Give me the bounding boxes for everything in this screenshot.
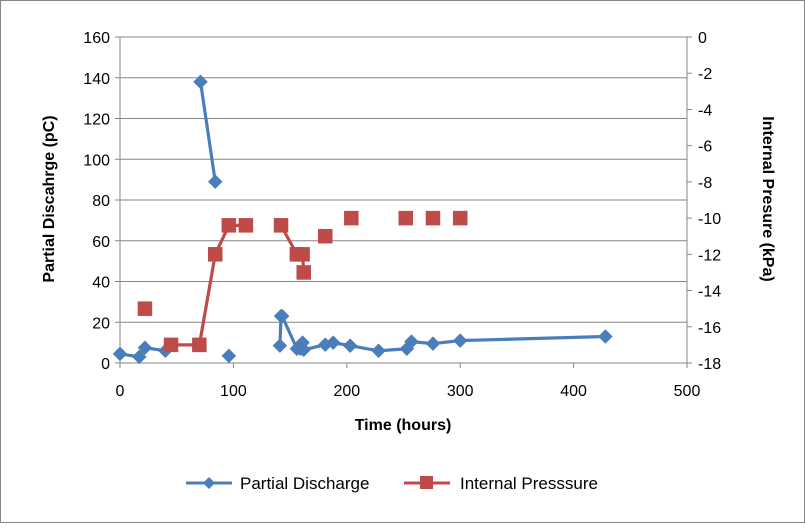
y2-tick-label: -18 [698, 356, 721, 373]
data-point-internal-pressure [221, 218, 237, 233]
data-point-partial-discharge [325, 335, 341, 350]
data-point-internal-pressure [137, 301, 153, 316]
series-markers [112, 74, 613, 365]
x-axis-title: Time (hours) [355, 417, 452, 434]
y-axis-title: Partial Discahrge (pC) [41, 115, 58, 282]
legend-marker-internal-pressure [420, 476, 433, 489]
data-point-partial-discharge [404, 334, 419, 349]
x-tick-label: 300 [447, 383, 474, 400]
y-tick-label: 120 [83, 112, 110, 129]
data-point-internal-pressure [273, 218, 289, 233]
data-point-partial-discharge [207, 174, 223, 190]
y2-axis-title: Internal Presure (kPa) [759, 116, 776, 281]
data-point-partial-discharge [452, 333, 468, 348]
legend-marker-partial-discharge [203, 477, 215, 489]
data-point-partial-discharge [296, 342, 312, 358]
y-tick-label: 100 [83, 152, 110, 169]
gridlines [120, 36, 687, 323]
x-tick-label: 500 [674, 383, 701, 400]
data-point-internal-pressure [192, 337, 207, 353]
y2-tick-label: -2 [698, 66, 712, 83]
y-tick-label: 80 [92, 193, 110, 210]
y2-tick-label: 0 [698, 30, 707, 47]
y2-tick-label: -10 [698, 211, 721, 228]
data-point-internal-pressure [238, 218, 254, 233]
series-line-partial-discharge [119, 346, 166, 359]
legend-label-partial-discharge: Partial Discharge [240, 474, 369, 493]
y-tick-label: 160 [83, 30, 110, 47]
data-point-internal-pressure [296, 265, 311, 280]
data-point-partial-discharge [371, 343, 386, 359]
data-point-partial-discharge [193, 74, 208, 90]
data-point-internal-pressure [295, 247, 310, 262]
y-tick-label: 20 [92, 315, 110, 332]
data-point-internal-pressure [318, 228, 333, 244]
y2-tick-label: -6 [698, 139, 712, 156]
data-point-partial-discharge [131, 349, 147, 365]
data-point-partial-discharge [137, 340, 153, 356]
legend-label-internal-pressure: Internal Presssure [460, 474, 598, 493]
legend-item-internal-pressure: Internal Presssure [404, 474, 598, 493]
data-point-internal-pressure [452, 210, 468, 226]
data-point-partial-discharge [425, 336, 441, 351]
data-point-internal-pressure [208, 247, 223, 262]
y-tick-label: 140 [83, 71, 110, 88]
data-point-partial-discharge [112, 346, 128, 362]
y-tick-label: 0 [101, 356, 110, 373]
axes [115, 36, 692, 368]
data-point-partial-discharge [274, 308, 290, 324]
x-tick-label: 200 [333, 383, 360, 400]
data-point-partial-discharge [342, 338, 358, 354]
data-point-internal-pressure [398, 210, 414, 226]
legend: Partial Discharge Internal Presssure [186, 474, 598, 493]
x-tick-label: 400 [560, 383, 587, 400]
series-line-partial-discharge [198, 81, 217, 182]
y-tick-label: 40 [92, 275, 110, 292]
legend-item-partial-discharge: Partial Discharge [186, 474, 369, 493]
y2-tick-label: -14 [698, 284, 721, 301]
data-point-partial-discharge [597, 329, 613, 344]
data-point-internal-pressure [425, 210, 441, 226]
tick-labels: 0 20 40 60 80 100 120 140 160 0 -2 -4 -6 -8 -10 -12 -14 -… [83, 30, 721, 400]
data-point-partial-discharge [272, 338, 288, 354]
y2-tick-label: -8 [698, 175, 712, 192]
x-tick-label: 0 [116, 383, 125, 400]
x-tick-label: 100 [220, 383, 247, 400]
y-tick-label: 60 [92, 234, 110, 251]
y2-tick-label: -4 [698, 102, 712, 119]
data-point-partial-discharge [221, 348, 237, 364]
y2-tick-label: -12 [698, 247, 721, 264]
y2-tick-label: -16 [698, 320, 721, 337]
data-point-internal-pressure [163, 337, 179, 353]
data-point-internal-pressure [344, 210, 359, 226]
